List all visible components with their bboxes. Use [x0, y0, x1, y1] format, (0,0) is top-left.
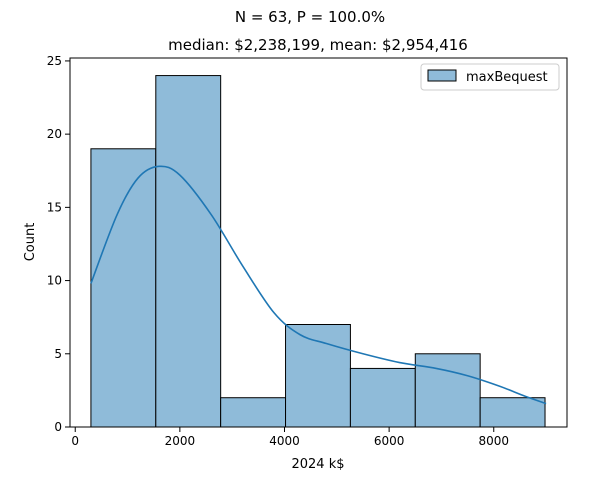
y-axis-ticks: 0 5 10 15 20 25 — [47, 54, 70, 434]
x-tick-label: 2000 — [165, 434, 196, 448]
y-tick-label: 15 — [47, 200, 62, 214]
histogram-bar-5 — [349, 367, 416, 428]
x-tick-label: 4000 — [269, 434, 300, 448]
histogram-bar-3 — [220, 397, 287, 428]
histogram-bar-7 — [479, 397, 546, 428]
x-tick-label: 0 — [71, 434, 79, 448]
chart-title: N = 63, P = 100.0% — [235, 8, 385, 26]
x-tick-label: 8000 — [478, 434, 509, 448]
histogram-bar-6 — [414, 353, 481, 428]
chart-subtitle: median: $2,238,199, mean: $2,954,416 — [168, 36, 468, 54]
plot-frame — [69, 57, 568, 428]
y-tick-label: 10 — [47, 274, 62, 288]
y-tick-label: 0 — [54, 420, 62, 434]
y-tick-label: 5 — [54, 347, 62, 361]
legend-label: maxBequest — [466, 70, 548, 85]
x-axis-label: 2024 k$ — [291, 457, 344, 472]
y-tick-label: 20 — [47, 127, 62, 141]
bars-layer — [90, 75, 546, 428]
kde-layer — [90, 165, 547, 405]
histogram-bar-4 — [285, 324, 351, 428]
legend-swatch — [427, 69, 457, 82]
y-axis-label: Count — [23, 223, 38, 262]
x-axis-ticks: 0 2000 4000 6000 8000 — [71, 427, 509, 448]
histogram-bar-2 — [155, 75, 222, 428]
y-tick-label: 25 — [47, 54, 62, 68]
x-tick-label: 6000 — [374, 434, 405, 448]
kde-curve — [90, 165, 547, 405]
legend: maxBequest — [420, 63, 560, 91]
histogram-bar-1 — [90, 148, 157, 428]
